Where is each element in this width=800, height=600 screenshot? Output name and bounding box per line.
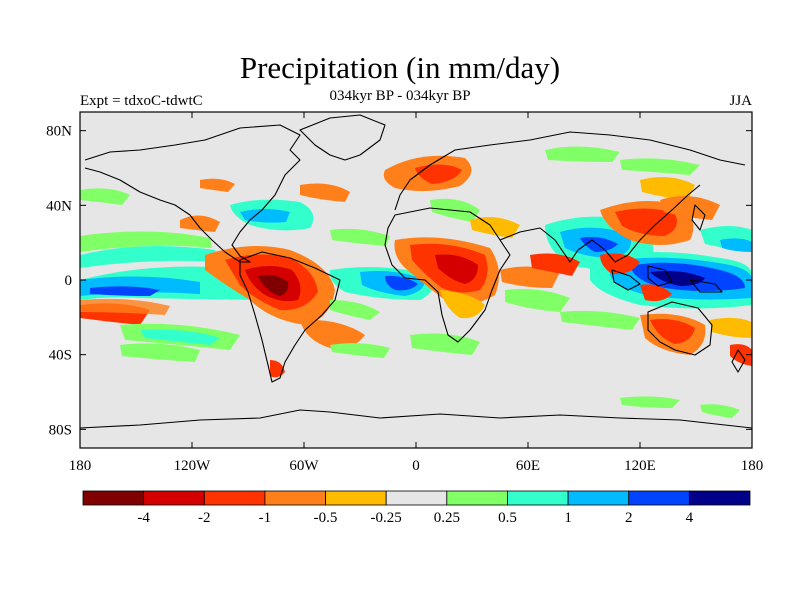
colorbar-bin — [385, 490, 448, 506]
field-patch — [90, 286, 160, 296]
field-patch — [470, 216, 520, 238]
colorbar-bin — [628, 490, 690, 506]
field-patch — [80, 246, 220, 268]
field-patch — [505, 289, 570, 312]
field-patch — [580, 236, 618, 252]
coastline — [647, 301, 713, 356]
field-patch — [560, 310, 640, 330]
field-patch — [330, 343, 390, 358]
field-patch — [620, 158, 700, 175]
coastline — [299, 114, 386, 161]
field-patch — [640, 176, 695, 200]
field-patch — [300, 319, 365, 349]
colorbar-label: -1 — [259, 510, 272, 526]
field-patch — [200, 178, 235, 192]
x-tick-label: 180 — [741, 458, 764, 474]
colorbar-label: -4 — [137, 510, 150, 526]
coastline — [499, 184, 701, 263]
x-tick-label: 0 — [412, 458, 420, 474]
colorbar-bin — [688, 490, 751, 506]
y-tick-label: 40S — [49, 348, 72, 364]
field-patch — [300, 183, 350, 202]
field-patch — [600, 253, 640, 275]
y-tick-label: 80N — [46, 124, 72, 140]
x-axis: 180 120W 60W 0 60E 120E 180 — [69, 112, 764, 474]
colorbar-bin — [567, 490, 630, 506]
colorbar-label: 2 — [625, 510, 633, 526]
field-patch — [545, 146, 620, 162]
field-patch — [615, 208, 678, 236]
field-patch — [650, 319, 695, 344]
coastline — [84, 124, 301, 263]
chart-title: Precipitation (in mm/day) — [239, 50, 561, 85]
coastline — [647, 265, 673, 287]
anomaly-field — [80, 146, 752, 418]
y-tick-label: 40N — [46, 198, 72, 214]
field-patch — [330, 228, 390, 246]
colorbar-bin — [82, 490, 145, 506]
field-patch — [410, 333, 480, 355]
coastline — [691, 204, 706, 231]
y-axis: 80N 40N 0 40S 80S — [46, 124, 752, 438]
field-patch — [180, 215, 220, 232]
colorbar-label: 4 — [686, 510, 694, 526]
field-patch — [80, 231, 212, 252]
colorbar-bin — [507, 490, 569, 506]
colorbar-bin — [143, 490, 205, 506]
field-patch — [700, 404, 740, 418]
field-patch — [500, 266, 560, 288]
colorbar: -4 -2 -1 -0.5 -0.25 0.25 0.5 1 2 4 — [82, 490, 751, 526]
field-patch — [120, 343, 200, 362]
x-tick-label: 120E — [624, 458, 656, 474]
colorbar-label: 1 — [564, 510, 572, 526]
colorbar-label: -2 — [198, 510, 211, 526]
colorbar-bin — [325, 490, 387, 506]
coastline — [80, 409, 752, 429]
colorbar-bin — [264, 490, 326, 506]
coastline — [731, 349, 746, 373]
field-patch — [240, 209, 290, 223]
field-patch — [80, 298, 170, 315]
field-patch — [440, 290, 485, 319]
season-label: JJA — [729, 93, 752, 109]
field-patch — [710, 317, 752, 338]
colorbar-label: 0.25 — [434, 510, 460, 526]
y-tick-label: 80S — [49, 422, 72, 438]
field-patch — [258, 274, 289, 296]
colorbar-label: -0.5 — [314, 510, 338, 526]
colorbar-label: -0.25 — [371, 510, 402, 526]
field-patch — [640, 284, 672, 302]
y-tick-label: 0 — [65, 273, 73, 289]
coastlines — [80, 114, 752, 429]
experiment-label: Expt = tdxoC-tdwtC — [80, 93, 203, 109]
field-patch — [720, 238, 752, 252]
field-patch — [620, 396, 680, 408]
x-tick-label: 120W — [174, 458, 212, 474]
field-patch — [385, 275, 418, 291]
field-patch — [80, 188, 130, 205]
coastline — [384, 207, 511, 343]
colorbar-label: 0.5 — [498, 510, 517, 526]
coastline — [689, 279, 723, 293]
coastline — [611, 269, 641, 291]
field-patch — [140, 329, 220, 345]
x-tick-label: 60E — [516, 458, 540, 474]
field-patch — [330, 300, 380, 320]
colorbar-bin — [446, 490, 508, 506]
chart-subtitle: 034kyr BP - 034kyr BP — [329, 88, 471, 104]
field-patch — [415, 164, 462, 184]
field-patch — [660, 196, 720, 220]
field-patch — [435, 254, 478, 284]
coastline — [394, 131, 746, 211]
x-tick-label: 60W — [289, 458, 319, 474]
coastline — [239, 251, 341, 383]
colorbar-bin — [203, 490, 266, 506]
x-tick-label: 180 — [69, 458, 92, 474]
